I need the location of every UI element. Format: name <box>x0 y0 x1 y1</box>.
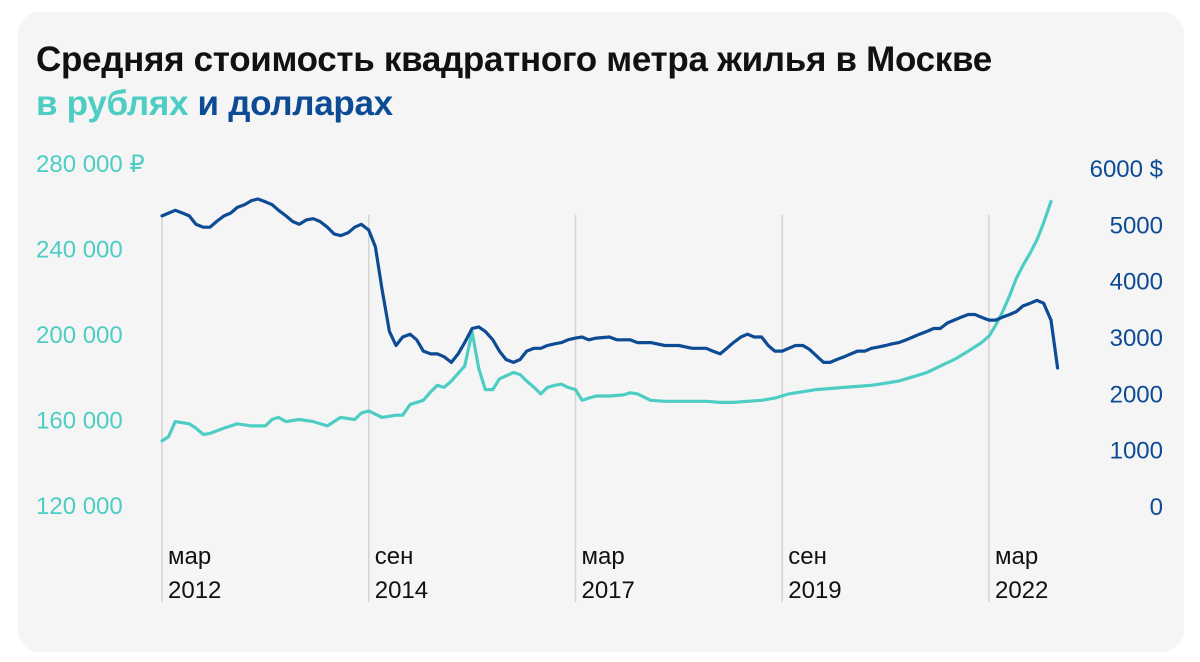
subtitle-prefix: в <box>36 84 58 123</box>
x-tick-label-month: мар <box>581 543 624 570</box>
y-right-tick-label: 2000 <box>1110 381 1163 408</box>
x-tick-label-year: 2017 <box>581 577 634 604</box>
subtitle-usd-word: долларах <box>228 84 393 123</box>
y-right-tick-label: 5000 <box>1110 212 1163 239</box>
x-tick-label-year: 2014 <box>375 577 428 604</box>
y-right-tick-label: 6000 $ <box>1090 156 1163 183</box>
subtitle-and: и <box>197 84 220 123</box>
x-tick-label-month: сен <box>788 543 827 570</box>
x-tick-label-year: 2019 <box>788 577 841 604</box>
subtitle-rub: в рублях <box>36 84 188 123</box>
y-left-tick-label: 120 000 <box>36 493 123 520</box>
title-line-1: Средняя стоимость квадратного метра жиль… <box>36 40 992 79</box>
y-left-tick-label: 200 000 <box>36 322 123 349</box>
y-right-tick-label: 3000 <box>1110 325 1163 352</box>
y-right-tick-label: 1000 <box>1110 438 1163 465</box>
chart-title: Средняя стоимость квадратного метра жиль… <box>36 38 992 126</box>
y-left-tick-label: 280 000 ₽ <box>36 151 145 178</box>
subtitle-usd: и долларах <box>197 84 394 123</box>
x-tick-label-month: мар <box>995 543 1038 570</box>
series-line-rub <box>160 199 1053 443</box>
title-line-2: в рублях и долларах <box>36 82 992 126</box>
y-right-tick-label: 4000 <box>1110 269 1163 296</box>
x-tick-label-month: сен <box>375 543 414 570</box>
series-line-usd <box>160 197 1060 370</box>
subtitle-rub-word: рублях <box>66 84 189 123</box>
y-right-tick-label: 0 <box>1150 494 1163 521</box>
x-tick-label-year: 2012 <box>168 577 221 604</box>
x-tick-label-month: мар <box>168 543 211 570</box>
y-left-tick-label: 240 000 <box>36 237 123 264</box>
y-left-tick-label: 160 000 <box>36 408 123 435</box>
x-tick-label-year: 2022 <box>995 577 1048 604</box>
